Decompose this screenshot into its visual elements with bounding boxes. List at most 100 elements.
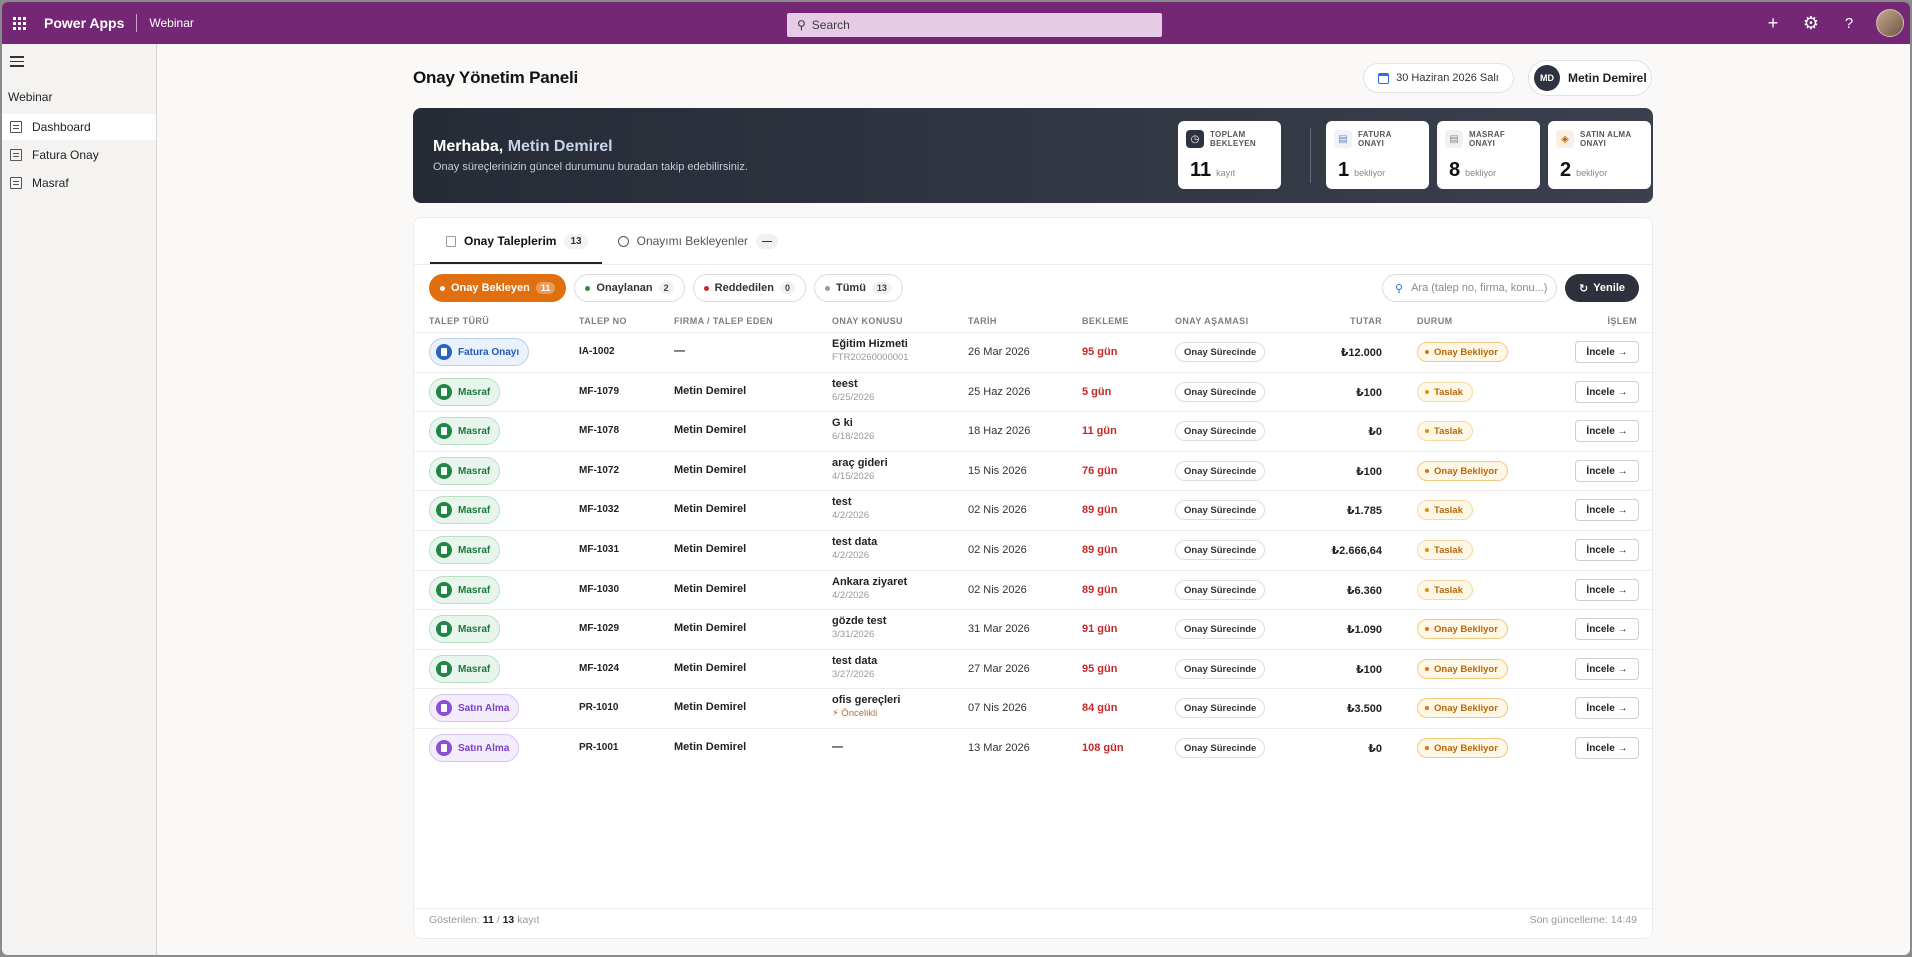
sidebar-item-fatura-onay[interactable]: Fatura Onay: [2, 142, 156, 168]
table-row[interactable]: Masraf MF-1029 Metin Demirel gözde test 3/31…: [414, 605, 1652, 653]
review-button[interactable]: İncele →: [1575, 539, 1639, 561]
status-dot: [1425, 667, 1429, 671]
tab-onay-taleplerim[interactable]: Onay Taleplerim 13: [430, 218, 602, 264]
waiting-days: 76 gün: [1082, 465, 1118, 477]
request-type-icon: [436, 740, 452, 756]
left-navigation: Webinar Dashboard Fatura Onay Masraf: [2, 44, 157, 955]
request-type-label: Satın Alma: [458, 702, 510, 714]
nav-group-title: Webinar: [8, 90, 53, 104]
subject-subtitle: 4/2/2026: [832, 590, 869, 601]
filter-onay-bekleyen[interactable]: Onay Bekleyen 11: [429, 274, 567, 302]
date-badge: 30 Haziran 2026 Salı: [1363, 63, 1514, 93]
review-button[interactable]: İncele →: [1575, 381, 1639, 403]
subject: test data 3/27/2026: [832, 655, 877, 680]
request-type-badge: Masraf: [429, 576, 501, 604]
subject: Eğitim Hizmeti FTR20260000001: [832, 338, 909, 363]
subject-title: araç gideri: [832, 457, 888, 469]
review-button[interactable]: İncele →: [1575, 737, 1639, 759]
sidebar-item-masraf[interactable]: Masraf: [2, 170, 156, 196]
hamburger-menu-icon[interactable]: [10, 56, 24, 70]
request-type-label: Masraf: [458, 623, 491, 635]
dashboard-icon: [10, 121, 22, 133]
help-icon[interactable]: ?: [1844, 14, 1854, 32]
sidebar-item-dashboard[interactable]: Dashboard: [2, 114, 156, 140]
waiting-days: 95 gün: [1082, 346, 1118, 358]
table-row[interactable]: Fatura Onayı IA-1002 — Eğitim Hizmeti FTR202…: [414, 328, 1652, 376]
divider: [414, 649, 1652, 650]
table-row[interactable]: Satın Alma PR-1001 Metin Demirel — 13 Mar 20…: [414, 724, 1652, 772]
tab-onayimi-bekleyenler[interactable]: Onayımı Bekleyenler —: [602, 218, 792, 264]
column-header: İŞLEM: [1607, 316, 1637, 326]
refresh-button[interactable]: ↻ Yenile: [1565, 274, 1639, 302]
environment-name[interactable]: Webinar: [149, 16, 194, 30]
table-row[interactable]: Masraf MF-1079 Metin Demirel teest 6/25/2026…: [414, 368, 1652, 416]
plus-icon[interactable]: +: [1767, 12, 1779, 33]
subject-subtitle: 4/2/2026: [832, 550, 869, 561]
subject: —: [832, 741, 843, 753]
filter-tumu[interactable]: Tümü 13: [813, 274, 903, 302]
waiting-days: 95 gün: [1082, 663, 1118, 675]
user-avatar[interactable]: [1876, 9, 1904, 37]
status-dot: [440, 285, 445, 291]
total-count: 13: [502, 914, 515, 926]
table-row[interactable]: Masraf MF-1030 Metin Demirel Ankara ziyaret…: [414, 566, 1652, 614]
status-dot: [1425, 627, 1429, 631]
review-button[interactable]: İncele →: [1575, 460, 1639, 482]
amount: ₺0: [1368, 743, 1382, 755]
review-button[interactable]: İncele →: [1575, 618, 1639, 640]
table-search-input[interactable]: ⚲ Ara (talep no, firma, konu...): [1382, 274, 1557, 302]
subject-title: test data: [832, 536, 878, 548]
tab-count: —: [756, 233, 778, 249]
approval-stage-badge: Onay Sürecinde: [1175, 698, 1266, 718]
filter-onaylanan[interactable]: Onaylanan 2: [574, 274, 685, 302]
approval-stage-badge: Onay Sürecinde: [1175, 421, 1266, 441]
requester: Metin Demirel: [674, 583, 747, 595]
request-type-icon: [436, 542, 452, 558]
stat-unit: kayıt: [1216, 168, 1236, 178]
subject: araç gideri 4/15/2026: [832, 457, 888, 482]
table-row[interactable]: Masraf MF-1072 Metin Demirel araç gideri 4/1…: [414, 447, 1652, 495]
waffle-icon[interactable]: [4, 2, 34, 44]
request-date: 02 Nis 2026: [968, 544, 1027, 556]
tab-label: Onay Taleplerim: [464, 234, 557, 248]
review-button[interactable]: İncele →: [1575, 697, 1639, 719]
stat-label: ONAYI: [1469, 139, 1496, 148]
app-name[interactable]: Power Apps: [44, 15, 125, 31]
search-placeholder: Ara (talep no, firma, konu...): [1411, 282, 1548, 294]
sidebar-item-label: Dashboard: [32, 120, 91, 134]
subject-title: Ankara ziyaret: [832, 576, 908, 588]
status-badge: Onay Bekliyor: [1417, 619, 1508, 639]
gear-icon[interactable]: ⚙: [1802, 12, 1820, 33]
waiting-days: 5 gün: [1082, 386, 1112, 398]
tab-count: 13: [564, 233, 588, 249]
table-row[interactable]: Masraf MF-1024 Metin Demirel test data 3/27/…: [414, 645, 1652, 693]
amount: ₺3.500: [1346, 703, 1382, 715]
filter-count: 13: [871, 282, 892, 294]
table-row[interactable]: Masraf MF-1078 Metin Demirel G ki 6/18/2026 1…: [414, 407, 1652, 455]
review-button[interactable]: İncele →: [1575, 420, 1639, 442]
review-button[interactable]: İncele →: [1575, 499, 1639, 521]
table-row[interactable]: Satın Alma PR-1010 Metin Demirel ofis gereç…: [414, 684, 1652, 732]
divider: [414, 451, 1652, 452]
stat-label: MASRAF: [1469, 130, 1506, 139]
table-header: TALEP TÜRÜ TALEP NO FIRMA / TALEP EDEN O…: [414, 312, 1652, 332]
table-row[interactable]: Masraf MF-1032 Metin Demirel test 4/2/2026 02…: [414, 486, 1652, 534]
column-header: ONAY AŞAMASI: [1175, 316, 1249, 326]
status-label: Taslak: [1434, 584, 1463, 596]
review-button[interactable]: İncele →: [1575, 658, 1639, 680]
filter-label: Reddedilen: [714, 282, 774, 294]
request-type-label: Fatura Onayı: [458, 346, 520, 358]
review-button[interactable]: İncele →: [1575, 579, 1639, 601]
status-badge: Taslak: [1417, 382, 1473, 402]
divider: [414, 332, 1652, 333]
review-button[interactable]: İncele →: [1575, 341, 1639, 363]
divider: [414, 570, 1652, 571]
user-profile-pill[interactable]: MD Metin Demirel: [1528, 60, 1652, 96]
status-label: Onay Bekliyor: [1434, 663, 1498, 675]
filter-reddedilen[interactable]: Reddedilen 0: [692, 274, 806, 302]
global-search-input[interactable]: ⚲ Search: [787, 13, 1162, 37]
table-row[interactable]: Masraf MF-1031 Metin Demirel test data 4/2/2…: [414, 526, 1652, 574]
subject-title: —: [832, 741, 843, 753]
separator: /: [496, 914, 500, 926]
waiting-days: 108 gün: [1082, 742, 1124, 754]
